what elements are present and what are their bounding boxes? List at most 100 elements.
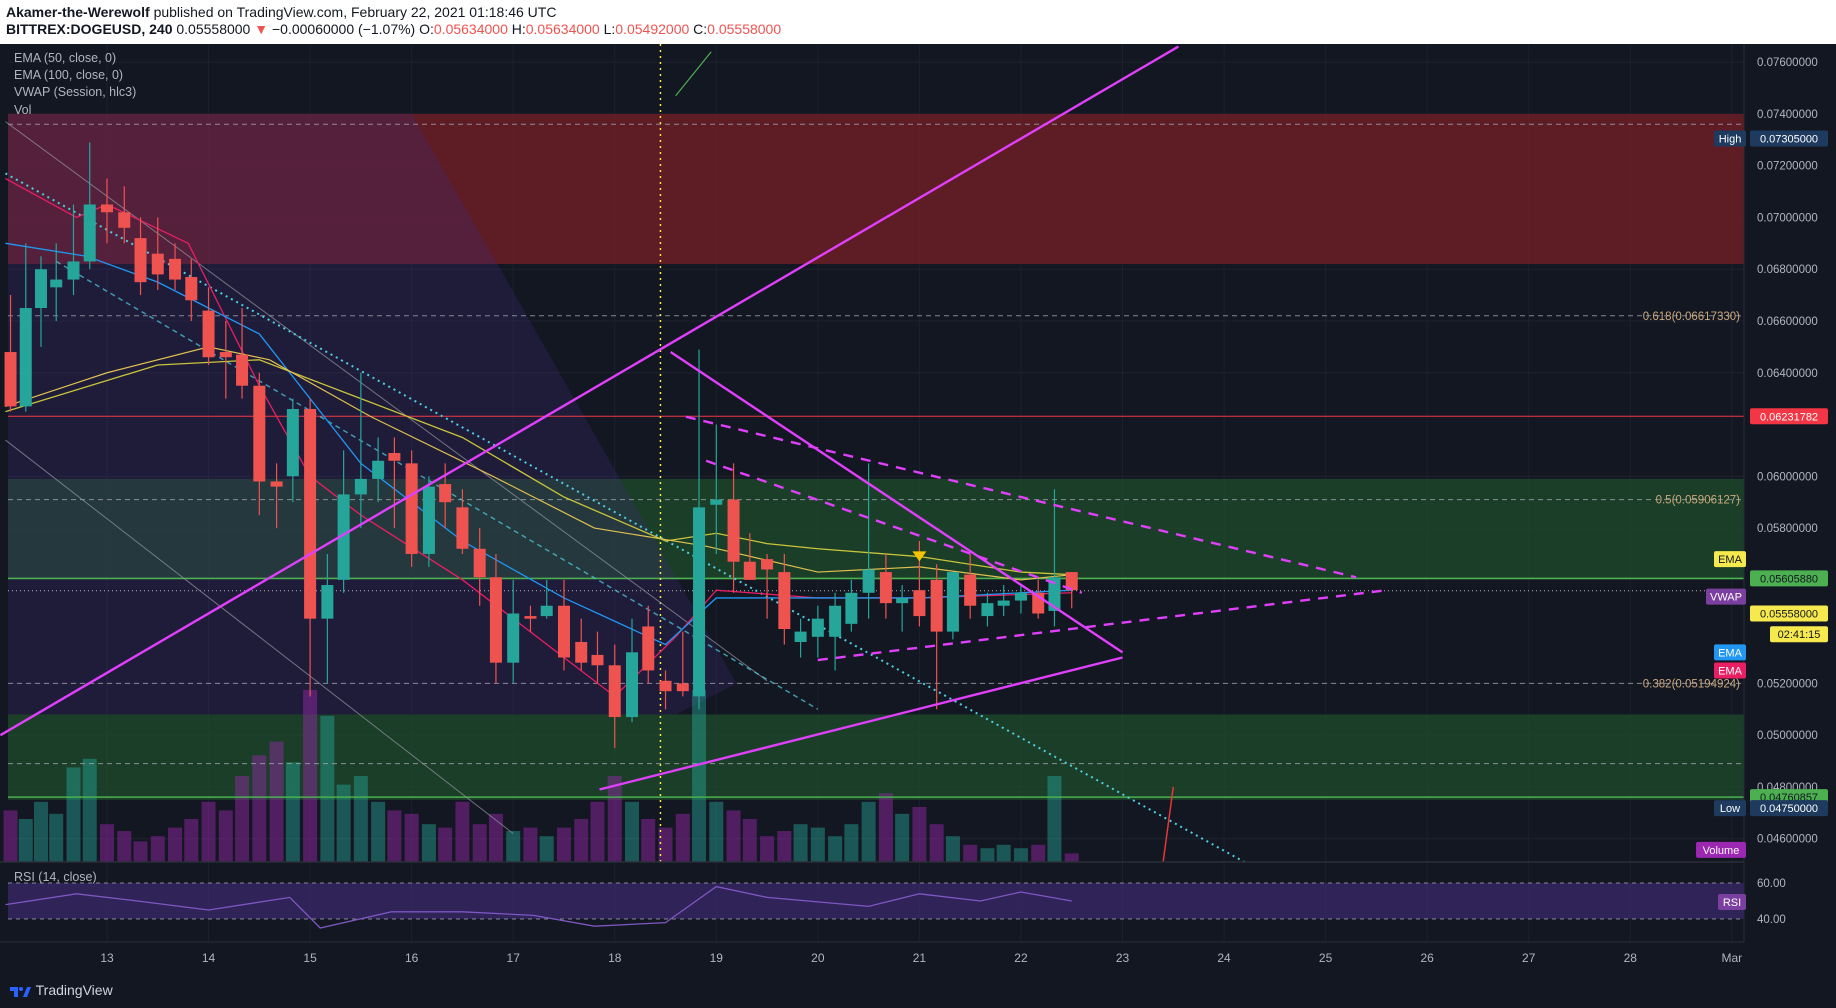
candle-body xyxy=(930,579,943,632)
candle-body xyxy=(896,597,909,604)
volume-bar xyxy=(184,819,199,862)
volume-bar xyxy=(168,827,183,862)
candle-body xyxy=(811,618,824,637)
time-tick-label: 21 xyxy=(913,951,927,965)
volume-bar xyxy=(117,831,132,862)
rsi-tick-label: 60.00 xyxy=(1757,878,1786,890)
legend-rsi[interactable]: RSI (14, close) xyxy=(14,870,97,884)
green-level-badge: 0.05605880 xyxy=(1760,573,1818,585)
volume-bar xyxy=(625,801,640,862)
volume-bar xyxy=(404,813,419,862)
ema50-badge: EMA xyxy=(1718,554,1743,566)
resistance-value-badge: 0.06231782 xyxy=(1760,411,1818,423)
candle-body xyxy=(101,204,113,213)
candle-body xyxy=(337,494,350,580)
legend-vwap[interactable]: VWAP (Session, hlc3) xyxy=(14,85,137,99)
volume-bar xyxy=(760,836,775,862)
volume-bar xyxy=(777,831,792,862)
volume-bar xyxy=(150,836,165,862)
time-tick-label: 19 xyxy=(710,951,724,965)
time-tick-label: 24 xyxy=(1217,951,1231,965)
price-tick-label: 0.05000000 xyxy=(1757,730,1818,742)
volume-bar xyxy=(675,813,690,862)
time-tick-label: 13 xyxy=(100,951,114,965)
low-badge-bg xyxy=(1714,800,1746,817)
candle-body xyxy=(575,641,588,663)
legend-ema100[interactable]: EMA (100, close, 0) xyxy=(14,68,124,82)
volume-bar xyxy=(320,715,335,862)
volume-bar xyxy=(912,806,927,862)
volume-bar xyxy=(371,801,386,862)
volume-bar xyxy=(438,827,453,862)
candle-body xyxy=(946,572,959,632)
candle-body xyxy=(981,603,994,617)
volume-bar xyxy=(18,819,33,862)
candle-body xyxy=(439,484,452,503)
volume-bar xyxy=(269,741,284,862)
candle-body xyxy=(794,631,807,642)
candle-body xyxy=(4,352,17,407)
volume-bar xyxy=(793,824,808,862)
low-badge: Low xyxy=(1720,803,1740,815)
candle-body xyxy=(676,683,689,692)
candle-body xyxy=(879,572,892,604)
volume-bar xyxy=(472,824,487,862)
candle-body xyxy=(236,354,249,386)
ema-pink-badge: EMA xyxy=(1718,665,1743,677)
ema100-badge-bg xyxy=(1714,644,1746,661)
rsi-tick-label: 40.00 xyxy=(1757,914,1786,926)
magenta-trendline xyxy=(705,459,1083,594)
legend-ema50[interactable]: EMA (50, close, 0) xyxy=(14,51,117,65)
volume-bar xyxy=(201,801,216,862)
volume-bar xyxy=(66,767,81,862)
candle-body xyxy=(202,310,215,358)
candle-body xyxy=(626,652,639,718)
candle-body xyxy=(862,569,875,593)
price-tick-label: 0.05200000 xyxy=(1757,678,1818,690)
price-tick-label: 0.06000000 xyxy=(1757,471,1818,483)
volume-bar xyxy=(455,801,470,862)
volume-badge-bg xyxy=(1696,841,1746,858)
time-tick-label: 20 xyxy=(811,951,825,965)
volume-bar xyxy=(218,810,233,862)
cyan-trendline xyxy=(55,260,819,710)
tradingview-logo[interactable]: TradingView xyxy=(8,982,113,999)
low-value: 0.05492000 xyxy=(615,21,690,37)
author-name[interactable]: Akamer-the-Werewolf xyxy=(6,4,150,20)
last-price-badge-bg xyxy=(1750,605,1828,622)
volume-bar xyxy=(421,824,436,862)
candle-body xyxy=(388,453,401,461)
volume-bar xyxy=(844,824,859,862)
fib-label: 0.5(0.05906127) xyxy=(1656,495,1741,507)
time-tick-label: 16 xyxy=(405,951,419,965)
price-tick-label: 0.07200000 xyxy=(1757,161,1818,173)
fib-label: 0.382(0.05194924) xyxy=(1643,678,1740,690)
tradingview-icon xyxy=(10,987,31,998)
zone-resistance xyxy=(8,113,1744,265)
volume-bar xyxy=(235,776,250,862)
volume-bar xyxy=(641,819,656,862)
time-tick-label: 14 xyxy=(202,951,216,965)
channel-line xyxy=(5,121,768,682)
candle-body xyxy=(524,616,537,619)
volume-bar xyxy=(996,844,1011,862)
volume-bar xyxy=(336,784,351,862)
candle-body xyxy=(354,478,367,495)
time-tick-label: 28 xyxy=(1624,951,1638,965)
candle-body xyxy=(456,507,469,549)
legend-volume[interactable]: Vol xyxy=(14,103,32,117)
low-value-badge: 0.04750000 xyxy=(1760,803,1818,815)
volume-bar xyxy=(3,810,18,862)
candle-body xyxy=(743,561,756,580)
price-tick-label: 0.06400000 xyxy=(1757,368,1818,380)
volume-bar xyxy=(742,819,757,862)
green-segment xyxy=(675,51,712,97)
symbol-label[interactable]: BITTREX:DOGEUSD, 240 xyxy=(6,21,173,37)
high-value-badge-bg xyxy=(1750,130,1828,147)
volume-bar xyxy=(929,824,944,862)
candle-body xyxy=(151,253,164,275)
candle-body xyxy=(693,507,706,697)
candle-body xyxy=(422,486,435,554)
candle-body xyxy=(134,238,147,283)
